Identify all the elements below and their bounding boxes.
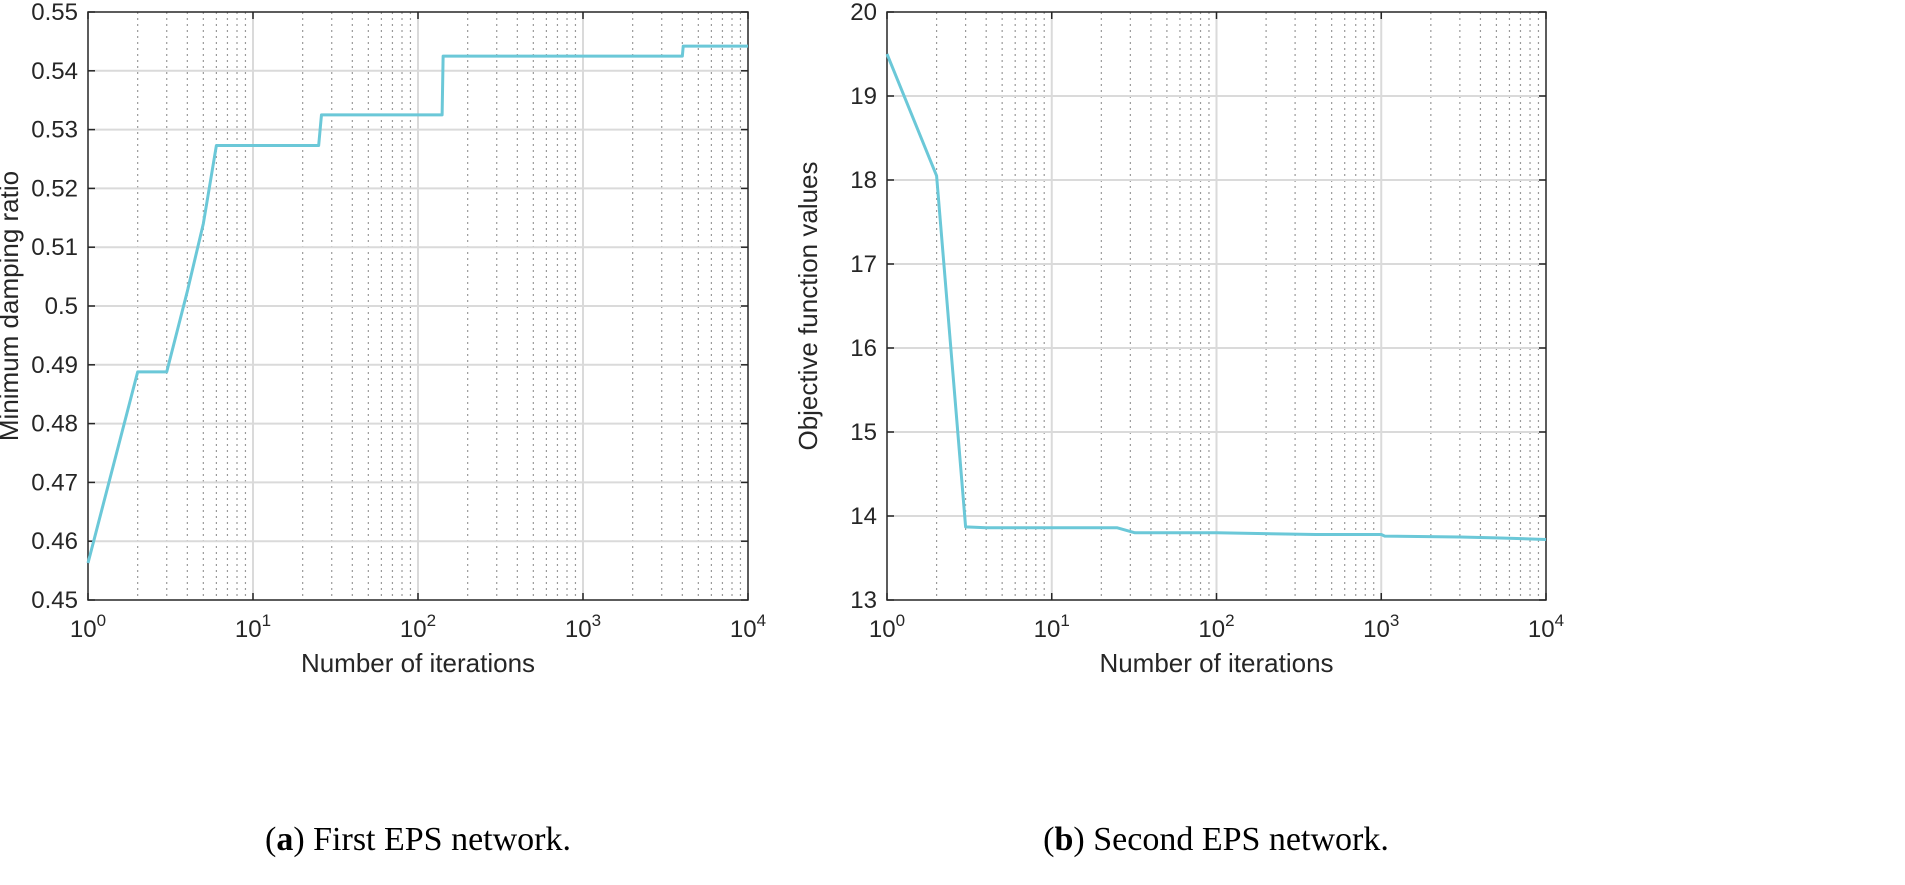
y-tick-label: 0.54 bbox=[31, 58, 78, 85]
x-tick-label: 102 bbox=[400, 611, 436, 643]
y-tick-label: 17 bbox=[850, 251, 877, 278]
y-tick-label: 0.47 bbox=[31, 469, 78, 496]
x-tick-label: 103 bbox=[565, 611, 601, 643]
y-tick-label: 0.46 bbox=[31, 528, 78, 555]
x-tick-label: 102 bbox=[1198, 611, 1234, 643]
x-tick-label: 100 bbox=[70, 611, 106, 643]
y-tick-label: 14 bbox=[850, 503, 877, 530]
y-tick-label: 15 bbox=[850, 419, 877, 446]
series-line-0 bbox=[885, 53, 1547, 542]
x-axis-label: Number of iterations bbox=[301, 648, 535, 678]
x-tick-label: 104 bbox=[730, 611, 766, 643]
x-tick-label: 103 bbox=[1363, 611, 1399, 643]
chart-panel-b: 100 101 102 103 104 13 14 15 16 17 18 19 20 Number of… bbox=[793, 0, 1564, 858]
y-tick-label: 0.5 bbox=[45, 293, 78, 320]
chart-panel-a: 100 101 102 103 104 0.45 0.46 0.47 0.48 0.49 0.5 0.… bbox=[0, 0, 766, 858]
x-tick-label: 101 bbox=[235, 611, 271, 643]
figure-caption: (b) Second EPS network. bbox=[1043, 821, 1389, 858]
y-tick-label: 0.45 bbox=[31, 587, 78, 614]
series-line-0 bbox=[86, 44, 748, 564]
y-tick-label: 19 bbox=[850, 83, 877, 110]
figure-caption: (a) First EPS network. bbox=[265, 821, 571, 858]
x-tick-label: 100 bbox=[869, 611, 905, 643]
y-tick-label: 20 bbox=[850, 0, 877, 26]
y-axis-label: Objective function values bbox=[793, 161, 823, 450]
y-tick-label: 0.55 bbox=[31, 0, 78, 26]
x-tick-label: 101 bbox=[1034, 611, 1070, 643]
y-tick-label: 0.53 bbox=[31, 117, 78, 144]
y-tick-label: 16 bbox=[850, 335, 877, 362]
y-tick-label: 0.48 bbox=[31, 411, 78, 438]
y-tick-label: 0.49 bbox=[31, 352, 78, 379]
x-axis-label: Number of iterations bbox=[1099, 648, 1333, 678]
y-tick-label: 0.52 bbox=[31, 175, 78, 202]
y-axis-label: Minimum damping ratio bbox=[0, 171, 24, 441]
x-tick-label: 104 bbox=[1528, 611, 1564, 643]
y-tick-label: 18 bbox=[850, 167, 877, 194]
y-tick-label: 13 bbox=[850, 587, 877, 614]
y-tick-label: 0.51 bbox=[31, 234, 78, 261]
